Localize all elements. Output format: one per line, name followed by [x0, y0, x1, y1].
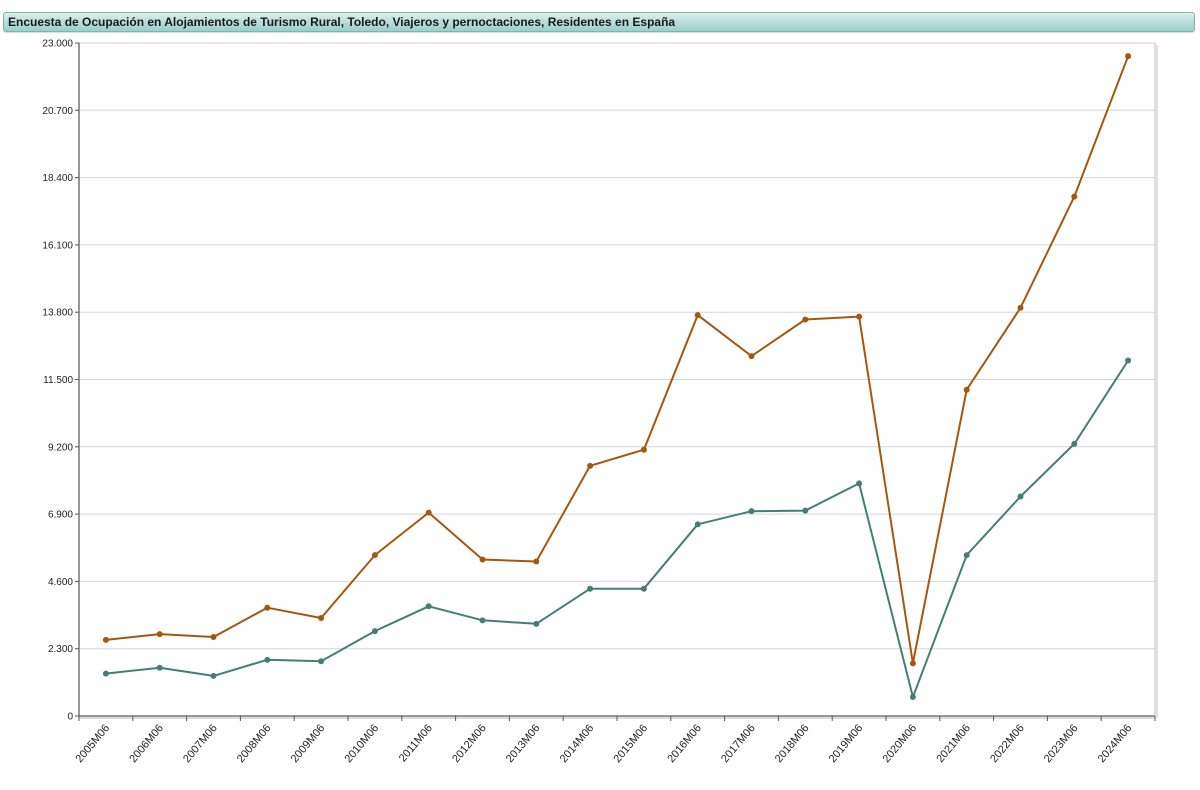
data-point: [210, 633, 217, 640]
data-point: [856, 480, 863, 487]
data-point: [1071, 440, 1078, 447]
data-point: [1125, 357, 1132, 364]
x-axis: 2005M06 2006M06 2007M06 2008M06 2009M06 2010M…: [74, 716, 1156, 765]
data-point: [587, 585, 594, 592]
x-tick-label: 2015M06: [612, 722, 651, 765]
y-tick-label: 18.400: [42, 173, 73, 184]
data-point: [318, 658, 325, 665]
data-point: [264, 604, 271, 611]
x-tick-label: 2024M06: [1096, 722, 1135, 765]
x-tick-label: 2020M06: [881, 722, 920, 765]
series-2: [102, 357, 1132, 700]
data-point: [587, 462, 594, 469]
data-point: [963, 386, 970, 393]
chart-title: Encuesta de Ocupación en Alojamientos de…: [3, 12, 1195, 32]
data-point: [909, 660, 916, 667]
data-point: [425, 603, 432, 610]
series-line: [105, 55, 1130, 665]
data-point: [1071, 193, 1078, 200]
x-tick-label: 2007M06: [181, 722, 220, 765]
data-point: [640, 585, 647, 592]
data-point: [1125, 53, 1132, 60]
x-tick-label: 2023M06: [1042, 722, 1081, 765]
data-point: [318, 614, 325, 621]
x-tick-label: 2011M06: [397, 722, 435, 764]
y-tick-label: 2.300: [48, 644, 73, 655]
data-point: [748, 508, 755, 515]
data-point: [264, 656, 271, 663]
series-line: [105, 359, 1129, 698]
data-point: [909, 693, 916, 700]
y-tick-label: 4.600: [48, 577, 73, 588]
x-tick-label: 2009M06: [289, 722, 328, 765]
y-tick-label: 11.500: [43, 375, 73, 386]
data-point: [156, 631, 163, 638]
data-point: [802, 316, 809, 323]
data-point: [694, 312, 701, 319]
data-point: [640, 446, 647, 453]
data-point: [210, 672, 217, 679]
data-point: [856, 313, 863, 320]
x-tick-label: 2018M06: [773, 722, 812, 765]
x-tick-label: 2012M06: [450, 722, 489, 765]
data-point: [694, 521, 701, 528]
data-point: [102, 636, 109, 643]
data-point: [102, 670, 109, 677]
y-tick-label: 6.900: [48, 510, 73, 521]
y-tick-label: 0: [67, 712, 73, 723]
data-point: [533, 558, 540, 565]
data-point: [156, 664, 163, 671]
data-point: [371, 552, 378, 559]
x-tick-label: 2017M06: [719, 722, 758, 765]
data-point: [479, 556, 486, 563]
x-tick-label: 2013M06: [504, 722, 543, 765]
data-point: [1017, 304, 1024, 311]
y-tick-label: 9.200: [48, 442, 73, 453]
x-tick-label: 2014M06: [558, 722, 597, 765]
x-tick-label: 2022M06: [988, 722, 1027, 765]
x-tick-label: 2006M06: [127, 722, 166, 765]
series-1: [102, 53, 1132, 667]
y-tick-label: 20.700: [42, 106, 73, 117]
data-point: [963, 552, 970, 559]
y-axis: 0 2.300 4.600 6.900 9.200 11.500 13.800 16.100 1…: [42, 39, 79, 723]
gridlines: [79, 42, 1155, 650]
plot-frame: [78, 42, 1158, 719]
x-tick-label: 2016M06: [665, 722, 704, 765]
x-tick-label: 2005M06: [74, 722, 113, 765]
y-tick-label: 13.800: [42, 308, 73, 319]
data-point: [425, 509, 432, 516]
series: [102, 53, 1132, 700]
x-tick-label: 2008M06: [235, 722, 274, 765]
x-tick-label: 2010M06: [343, 722, 382, 765]
data-point: [479, 617, 486, 624]
data-point: [533, 620, 540, 627]
x-tick-label: 2019M06: [827, 722, 866, 765]
y-tick-label: 16.100: [42, 240, 73, 251]
data-point: [371, 628, 378, 635]
data-point: [802, 507, 809, 514]
data-point: [1017, 493, 1024, 500]
data-point: [748, 353, 755, 360]
x-tick-label: 2021M06: [934, 722, 973, 765]
y-tick-label: 23.000: [42, 39, 73, 50]
